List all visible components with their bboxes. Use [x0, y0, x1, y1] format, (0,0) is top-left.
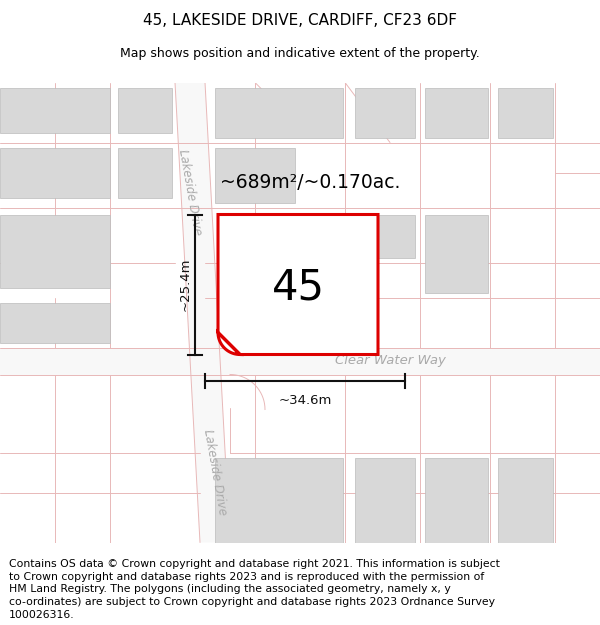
Bar	[118, 88, 172, 132]
Bar	[118, 148, 172, 198]
Bar	[355, 458, 415, 542]
Bar	[355, 88, 415, 138]
Bar	[425, 214, 488, 292]
Text: Map shows position and indicative extent of the property.: Map shows position and indicative extent…	[120, 47, 480, 59]
Bar	[0, 148, 110, 198]
Bar	[215, 88, 343, 138]
Polygon shape	[175, 82, 230, 542]
Polygon shape	[218, 214, 378, 354]
Text: Lakeside Drive: Lakeside Drive	[176, 149, 204, 236]
Text: to Crown copyright and database rights 2023 and is reproduced with the permissio: to Crown copyright and database rights 2…	[9, 571, 484, 581]
Bar	[0, 302, 110, 343]
Text: ~689m²/~0.170ac.: ~689m²/~0.170ac.	[220, 173, 400, 192]
Text: 45: 45	[271, 266, 325, 309]
Bar	[425, 88, 488, 138]
Polygon shape	[0, 348, 600, 374]
Bar	[215, 148, 295, 202]
Text: HM Land Registry. The polygons (including the associated geometry, namely x, y: HM Land Registry. The polygons (includin…	[9, 584, 451, 594]
Text: Contains OS data © Crown copyright and database right 2021. This information is : Contains OS data © Crown copyright and d…	[9, 559, 500, 569]
Bar	[215, 458, 343, 542]
Bar	[498, 458, 553, 542]
Bar	[0, 88, 110, 132]
Bar	[355, 214, 415, 258]
Text: ~25.4m: ~25.4m	[179, 258, 191, 311]
Text: co-ordinates) are subject to Crown copyright and database rights 2023 Ordnance S: co-ordinates) are subject to Crown copyr…	[9, 598, 495, 608]
Text: ~34.6m: ~34.6m	[278, 394, 332, 408]
Bar	[425, 458, 488, 542]
Bar	[498, 88, 553, 138]
Text: 45, LAKESIDE DRIVE, CARDIFF, CF23 6DF: 45, LAKESIDE DRIVE, CARDIFF, CF23 6DF	[143, 13, 457, 28]
Text: Lakeside Drive: Lakeside Drive	[201, 429, 229, 516]
Text: 100026316.: 100026316.	[9, 610, 74, 620]
Text: Clear Water Way: Clear Water Way	[335, 354, 445, 367]
Bar	[0, 214, 110, 288]
